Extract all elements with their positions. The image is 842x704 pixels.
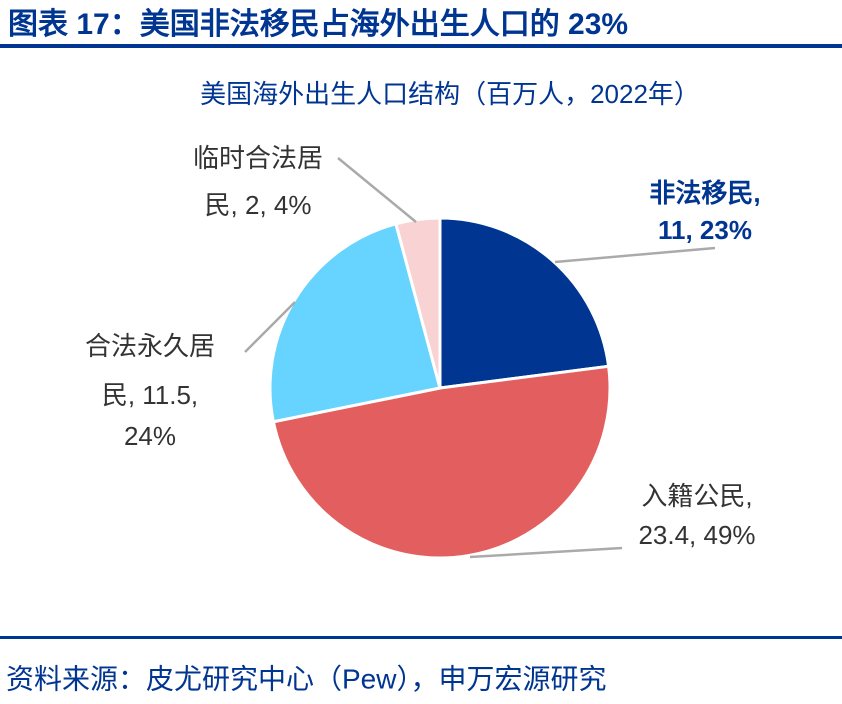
data-label: 23.4, 49% <box>638 520 755 550</box>
pie-slice <box>394 216 442 389</box>
data-label: 11, 23% <box>658 215 752 245</box>
data-label: 24% <box>124 421 176 451</box>
leader-line <box>554 246 716 264</box>
data-label: 入籍公民, <box>641 481 752 511</box>
footer-source: 资料来源：皮尤研究中心（Pew），申万宏源研究 <box>6 663 606 694</box>
data-label: 民, 11.5, <box>102 380 198 410</box>
pie-slice <box>438 216 611 390</box>
footer-rule <box>0 636 842 639</box>
data-label: 合法永久居 <box>85 331 215 361</box>
header-title: 图表 17：美国非法移民占海外出生人口的 23% <box>8 7 628 41</box>
data-label: 临时合法居 <box>193 143 323 173</box>
chart-subtitle: 美国海外出生人口结构（百万人，2022年） <box>200 79 700 109</box>
leader-line <box>244 301 296 353</box>
data-label: 民, 2, 4% <box>205 190 312 220</box>
header-rule <box>0 44 842 48</box>
pie-slice <box>268 221 442 424</box>
leader-line <box>337 157 417 223</box>
data-label: 非法移民, <box>649 178 760 208</box>
pie-slice <box>271 364 612 560</box>
leader-line <box>469 546 623 559</box>
